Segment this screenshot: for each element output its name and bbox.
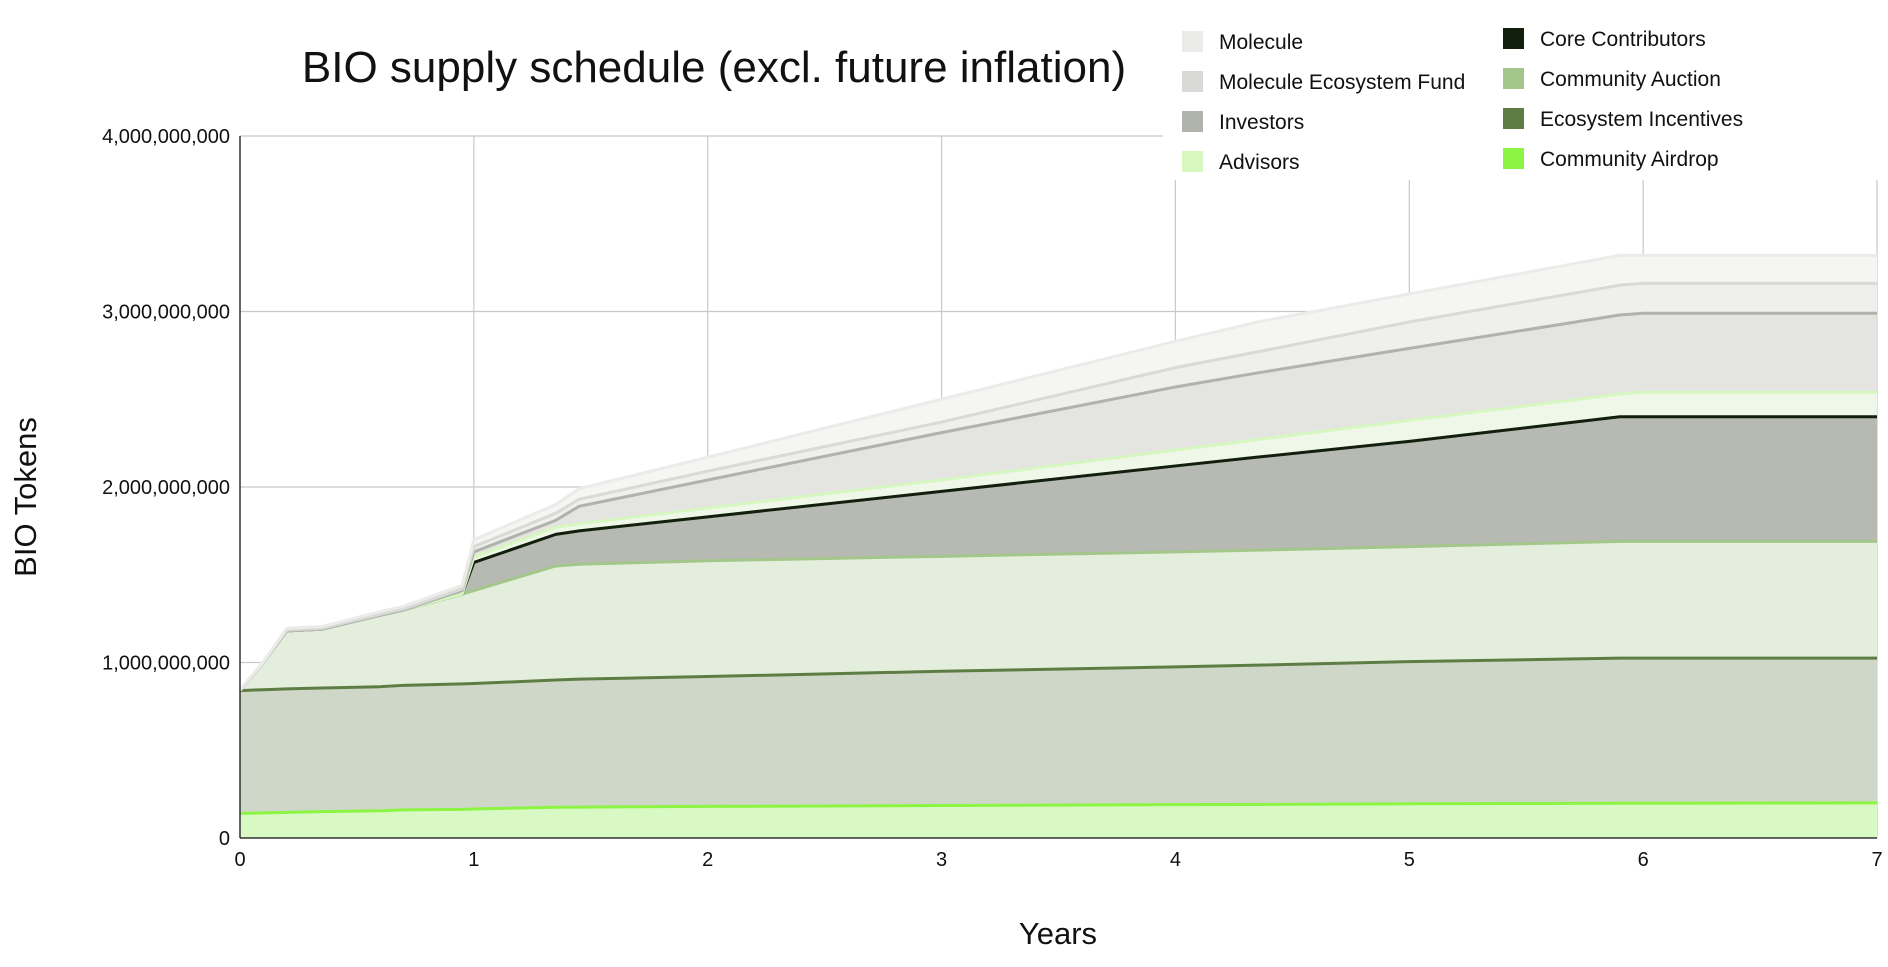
legend-item-swatch bbox=[1182, 31, 1203, 52]
legend-item-swatch bbox=[1182, 111, 1203, 132]
legend-background bbox=[1163, 16, 1887, 180]
legend-item-label: Ecosystem Incentives bbox=[1540, 108, 1743, 131]
x-tick-label: 6 bbox=[1638, 849, 1649, 871]
y-axis-title: BIO Tokens bbox=[8, 417, 43, 577]
x-tick-label: 1 bbox=[468, 849, 479, 871]
x-tick-label: 7 bbox=[1871, 849, 1882, 871]
x-tick-label: 4 bbox=[1170, 849, 1181, 871]
legend-item-label: Community Airdrop bbox=[1540, 148, 1719, 171]
chart-title: BIO supply schedule (excl. future inflat… bbox=[302, 43, 1126, 92]
series-line bbox=[238, 281, 1877, 692]
y-tick-label: 2,000,000,000 bbox=[102, 477, 230, 499]
legend-item-label: Advisors bbox=[1219, 151, 1300, 174]
y-tick-label: 0 bbox=[219, 828, 230, 850]
legend-item-swatch bbox=[1182, 71, 1203, 92]
legend-item-swatch bbox=[1503, 148, 1524, 169]
legend-item-label: Core Contributors bbox=[1540, 28, 1706, 51]
x-tick-label: 3 bbox=[936, 849, 947, 871]
legend-item-swatch bbox=[1182, 151, 1203, 172]
series-line bbox=[238, 253, 1877, 691]
x-tick-label: 5 bbox=[1404, 849, 1415, 871]
x-tick-label: 2 bbox=[702, 849, 713, 871]
axes: 0 1,000,000,000 2,000,000,000 3,000,000,000… bbox=[102, 126, 1882, 871]
legend-item-label: Community Auction bbox=[1540, 68, 1721, 91]
legend-item-label: Investors bbox=[1219, 111, 1304, 134]
legend: Molecule Molecule Ecosystem Fund Investors… bbox=[1163, 16, 1887, 180]
series-line bbox=[239, 801, 1878, 815]
y-tick-label: 3,000,000,000 bbox=[102, 302, 230, 324]
area-fill bbox=[240, 541, 1877, 691]
y-tick-label: 4,000,000,000 bbox=[102, 126, 230, 148]
x-tick-label: 0 bbox=[234, 849, 245, 871]
area-fill bbox=[240, 313, 1877, 691]
legend-item-swatch bbox=[1503, 108, 1524, 129]
area-series bbox=[238, 253, 1878, 838]
area-fill bbox=[240, 658, 1877, 814]
legend-item-label: Molecule Ecosystem Fund bbox=[1219, 71, 1465, 94]
area-fill bbox=[240, 802, 1877, 838]
y-tick-label: 1,000,000,000 bbox=[102, 653, 230, 675]
series-line bbox=[239, 656, 1877, 693]
legend-item-label: Molecule bbox=[1219, 31, 1303, 54]
x-axis-title: Years bbox=[1019, 916, 1097, 951]
legend-item-swatch bbox=[1503, 68, 1524, 89]
legend-item-swatch bbox=[1503, 28, 1524, 49]
